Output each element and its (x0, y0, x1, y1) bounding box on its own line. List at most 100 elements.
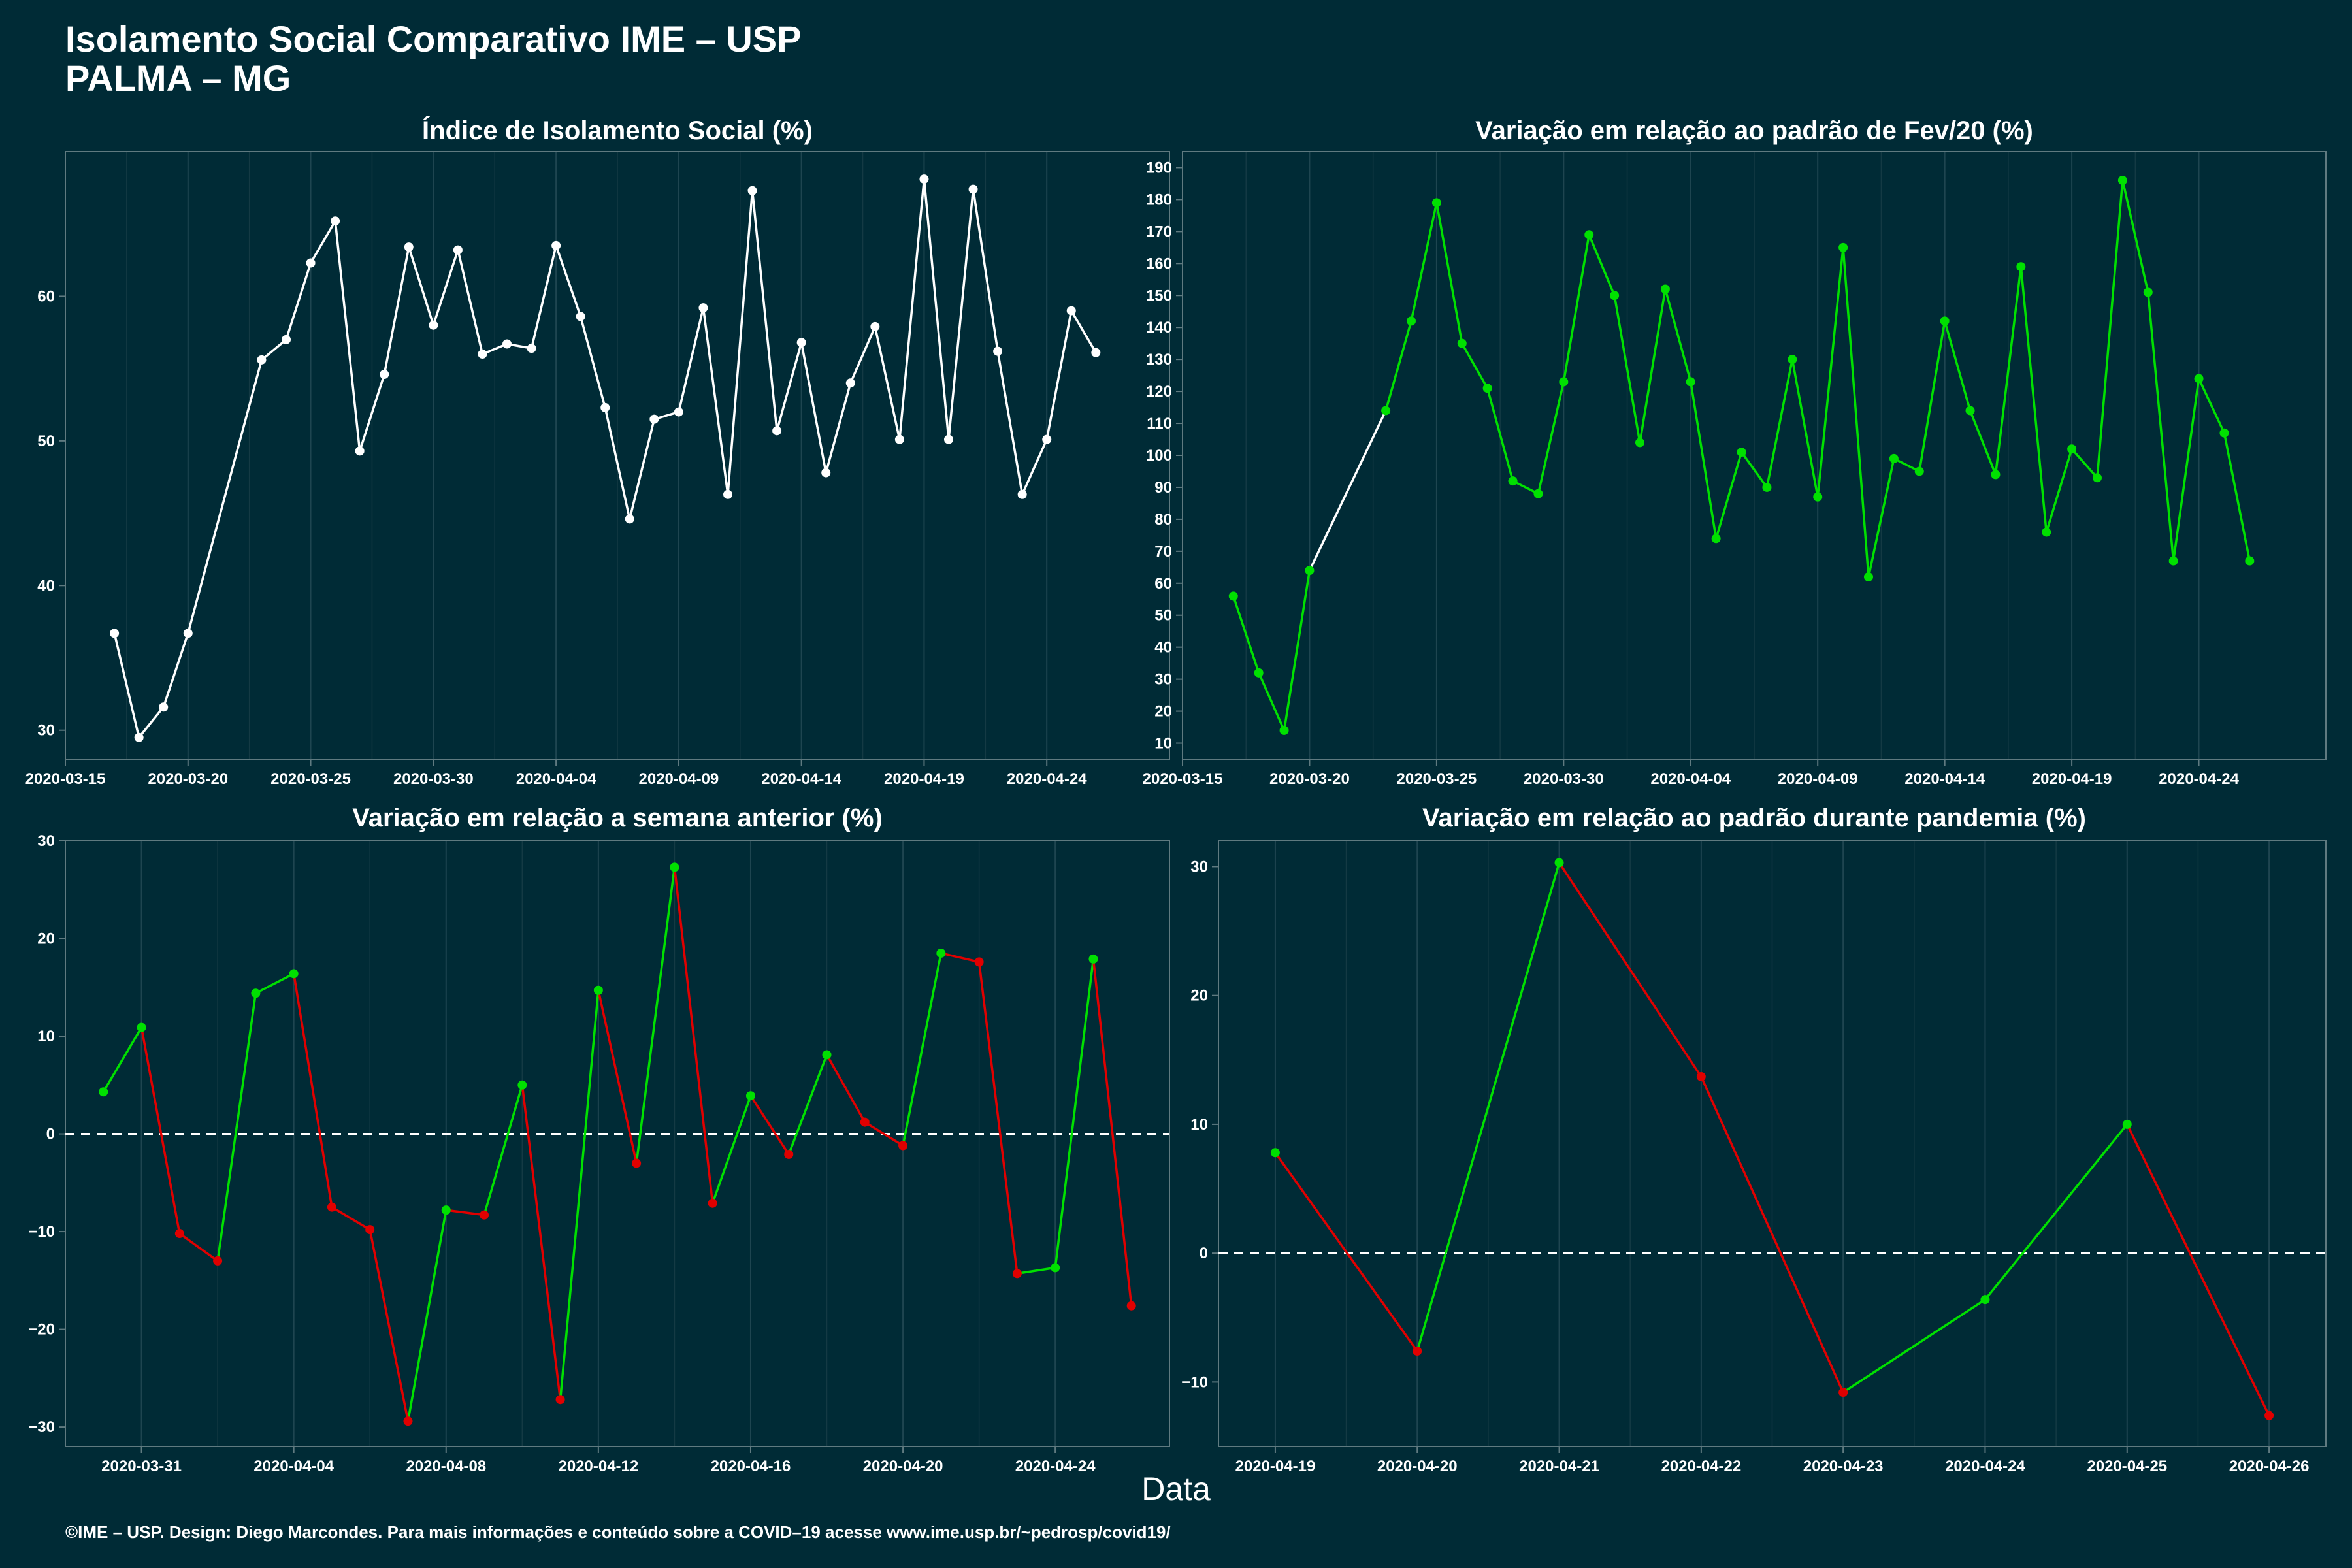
data-point (1407, 316, 1416, 326)
x-tick-label: 2020-04-22 (1661, 1458, 1741, 1475)
data-point (784, 1149, 794, 1159)
data-point (2245, 556, 2255, 566)
series-segment (2019, 267, 2048, 532)
data-point (1051, 1263, 1060, 1273)
series-points (1270, 858, 2274, 1420)
series-segment (940, 952, 980, 964)
series-segment (1537, 382, 1565, 495)
series-segment (902, 953, 943, 1146)
data-point (796, 338, 806, 348)
series-segment (530, 245, 557, 349)
y-tick-label: 0 (46, 1126, 55, 1143)
data-point (968, 184, 978, 194)
series-segment (2223, 433, 2251, 561)
data-point (137, 1022, 146, 1032)
series-segment (579, 316, 606, 408)
chart-panel-1: 2020-03-15 2020-03-20 2020-03-25 2020-03-30… (25, 151, 1170, 788)
data-point (747, 186, 757, 195)
data-point (1559, 377, 1569, 387)
series-segment (2045, 448, 2073, 532)
y-tick-label: 10 (1190, 1116, 1208, 1134)
x-tick-label: 2020-04-26 (2229, 1458, 2310, 1475)
series-segment (1308, 410, 1387, 571)
series-segment (972, 189, 999, 351)
data-point (1270, 1148, 1280, 1158)
y-tick-label: 20 (1190, 987, 1208, 1005)
data-point (257, 355, 267, 365)
series-segment (1232, 595, 1260, 674)
data-point (1813, 492, 1823, 502)
data-point (632, 1158, 642, 1168)
series-segment (1791, 359, 1819, 497)
panel-title-variation-week: Variação em relação a semana anterior (%… (352, 804, 883, 832)
data-point (555, 1395, 565, 1405)
series-segment (292, 973, 333, 1207)
data-point (213, 1256, 223, 1266)
data-point (429, 320, 438, 330)
data-point (974, 957, 984, 967)
series-segment (1512, 480, 1539, 495)
series-segment (711, 1095, 752, 1204)
series-line (102, 867, 1133, 1422)
data-point (821, 468, 831, 478)
data-point (1431, 198, 1441, 208)
x-tick-label: 2020-04-21 (1519, 1458, 1599, 1475)
series-segment (604, 407, 631, 519)
series-segment (702, 307, 729, 495)
data-point (1584, 230, 1594, 240)
data-point (289, 969, 299, 979)
data-point (1457, 338, 1467, 348)
x-tick-label: 2020-04-09 (1778, 770, 1858, 788)
y-tick-label: 120 (1146, 383, 1172, 400)
x-tick-label: 2020-03-25 (1397, 770, 1477, 788)
series-segment (749, 1095, 790, 1155)
y-tick-label: 70 (1154, 543, 1172, 561)
data-point (1228, 591, 1238, 601)
series-segment (977, 962, 1019, 1274)
data-point (2122, 1119, 2132, 1129)
data-point (480, 1210, 489, 1220)
panel-title-variation-feb: Variação em relação ao padrão de Fev/20 … (1475, 116, 2033, 145)
data-point (870, 321, 880, 331)
data-point (723, 489, 732, 499)
page-title-line2: PALMA – MG (65, 57, 291, 99)
x-tick-label: 2020-04-19 (2032, 770, 2112, 788)
data-point (1017, 489, 1027, 499)
data-point (1305, 566, 1315, 576)
data-point (1762, 482, 1772, 492)
series-segment (1486, 387, 1514, 482)
data-point (517, 1080, 527, 1090)
y-tick-label: 30 (37, 832, 55, 850)
data-point (1610, 291, 1620, 301)
y-tick-label: 140 (1146, 319, 1172, 336)
x-tick-label: 2020-04-20 (863, 1458, 943, 1475)
y-tick-label: −20 (28, 1321, 55, 1339)
series-segment (446, 1209, 485, 1217)
series-segment (898, 178, 926, 440)
x-tick-label: 2020-04-25 (2087, 1458, 2167, 1475)
series-segment (1842, 247, 1870, 578)
series-segment (1984, 1123, 2129, 1301)
series-segment (1092, 958, 1133, 1306)
series-segment (1562, 234, 1590, 382)
series-segment (751, 190, 778, 431)
data-point (625, 514, 634, 524)
data-point (159, 702, 169, 712)
series-segment (216, 992, 257, 1262)
data-point (1965, 406, 1975, 416)
series-segment (2172, 378, 2200, 561)
series-segment (1588, 234, 1616, 296)
y-tick-label: −10 (28, 1223, 55, 1241)
series-segment (923, 178, 950, 440)
data-point (2264, 1411, 2274, 1420)
series-segment (1714, 451, 1743, 539)
x-axis-label: Data (1141, 1471, 1211, 1507)
x-tick-label: 2020-04-16 (711, 1458, 791, 1475)
data-point (527, 344, 536, 353)
x-tick-label: 2020-04-24 (1015, 1458, 1096, 1475)
data-point (1254, 668, 1264, 678)
series-segment (1893, 457, 1920, 473)
data-point (441, 1205, 451, 1215)
y-tick-label: 40 (37, 577, 55, 595)
series-segment (1045, 310, 1073, 440)
